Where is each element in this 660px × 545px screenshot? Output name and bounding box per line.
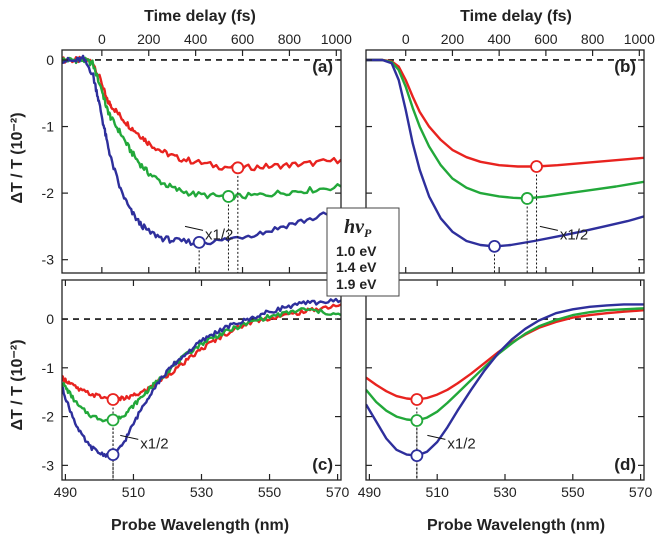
marker-1-4-eV — [106, 413, 120, 427]
scale-note: x1/2 — [560, 226, 588, 243]
bottom-left-xlabel: Probe Wavelength (nm) — [111, 517, 289, 534]
x-tick-label: 400 — [487, 31, 511, 47]
scale-note: x1/2 — [447, 435, 475, 452]
x-tick-label: 1000 — [321, 31, 352, 47]
series-line-1-4-eV — [62, 56, 341, 201]
series-line-1-9-eV — [366, 58, 644, 248]
panel-label: (b) — [614, 57, 636, 76]
series-line-1-9-eV — [62, 54, 341, 246]
y-tick-label: -1 — [42, 119, 55, 135]
x-tick-label: 570 — [326, 484, 350, 500]
legend-entry-1: 1.0 eV — [336, 243, 377, 259]
legend-entry-2: 1.4 eV — [336, 259, 377, 275]
series-line-1-9-eV — [366, 303, 644, 457]
plot-frame — [365, 49, 645, 274]
series-line-1-0-eV — [62, 55, 341, 172]
x-tick-label: 490 — [54, 484, 78, 500]
x-tick-label: 510 — [122, 484, 146, 500]
scale-note-leader — [184, 225, 204, 231]
series-line-1-9-eV — [62, 297, 341, 459]
marker-1-9-eV — [192, 235, 206, 249]
legend-title-main: hν — [344, 216, 365, 238]
marker-1-0-eV — [410, 393, 424, 406]
plot-frame — [61, 49, 342, 274]
series-line-1-4-eV — [62, 307, 341, 423]
y-tick-label: -1 — [42, 360, 55, 376]
bottom-ylabel: ΔT / T (10⁻²) — [9, 339, 26, 430]
legend-box — [326, 207, 400, 297]
y-tick-label: 0 — [46, 311, 54, 327]
x-tick-label: 530 — [190, 484, 214, 500]
top-ylabel: ΔT / T (10⁻²) — [9, 112, 26, 203]
marker-1-9-eV — [106, 448, 120, 462]
marker-1-0-eV — [231, 161, 245, 175]
x-tick-label: 0 — [402, 31, 410, 47]
panel-label: (a) — [312, 57, 333, 76]
x-tick-label: 600 — [231, 31, 255, 47]
x-tick-label: 570 — [629, 484, 653, 500]
top-right-xlabel: Time delay (fs) — [460, 8, 572, 25]
x-tick-label: 550 — [561, 484, 585, 500]
scale-note: x1/2 — [140, 435, 168, 452]
panel-label: (d) — [614, 455, 636, 474]
x-tick-label: 550 — [258, 484, 282, 500]
series-line-1-0-eV — [62, 303, 341, 402]
legend-title-sub: P — [364, 226, 372, 240]
scale-note: x1/2 — [205, 226, 233, 243]
marker-1-4-eV — [520, 192, 534, 205]
marker-1-4-eV — [222, 190, 235, 203]
marker-1-4-eV — [410, 414, 424, 427]
marker-1-9-eV — [488, 239, 501, 253]
series-line-1-0-eV — [366, 58, 644, 168]
scale-note-leader — [120, 434, 139, 440]
x-tick-label: 600 — [534, 31, 558, 47]
marker-1-9-eV — [410, 449, 424, 463]
panel-label: (c) — [312, 455, 333, 474]
y-tick-label: 0 — [46, 52, 54, 68]
scale-note-leader — [427, 434, 446, 440]
x-tick-label: 490 — [358, 484, 382, 500]
panel-d: x1/2 (d) 490 510 530 550 570 — [358, 279, 653, 500]
series-line-1-0-eV — [366, 309, 644, 401]
series-line-1-4-eV — [366, 307, 644, 422]
marker-1-0-eV — [106, 393, 120, 406]
series-line-1-4-eV — [366, 58, 644, 200]
x-tick-label: 0 — [98, 31, 106, 47]
x-tick-label: 400 — [184, 31, 208, 47]
y-tick-label: -3 — [42, 457, 55, 473]
x-tick-label: 510 — [426, 484, 450, 500]
x-tick-label: 530 — [493, 484, 517, 500]
x-tick-label: 200 — [137, 31, 161, 47]
bottom-right-xlabel: Probe Wavelength (nm) — [427, 517, 605, 534]
y-tick-label: -3 — [42, 252, 55, 268]
top-left-xlabel: Time delay (fs) — [144, 8, 256, 25]
marker-1-0-eV — [530, 160, 543, 173]
x-tick-label: 800 — [278, 31, 302, 47]
x-tick-label: 800 — [581, 31, 605, 47]
legend-entry-3: 1.9 eV — [336, 276, 377, 292]
y-tick-label: -2 — [42, 185, 55, 201]
scale-note-leader — [539, 225, 559, 231]
x-tick-label: 1000 — [624, 31, 655, 47]
legend-title: hνP — [344, 216, 372, 240]
panel-a: x1/2 (a) 0 200 400 600 800 1000 0 -1 -2 -3 — [42, 31, 352, 274]
panel-b: x1/2 (b) 0 200 400 600 800 1000 — [365, 31, 655, 274]
y-tick-label: -2 — [42, 409, 55, 425]
panel-c: x1/2 (c) 490 510 530 550 570 0 -1 -2 -3 — [42, 279, 350, 500]
x-tick-label: 200 — [441, 31, 465, 47]
legend: hνP 1.0 eV 1.4 eV 1.9 eV — [326, 207, 400, 297]
